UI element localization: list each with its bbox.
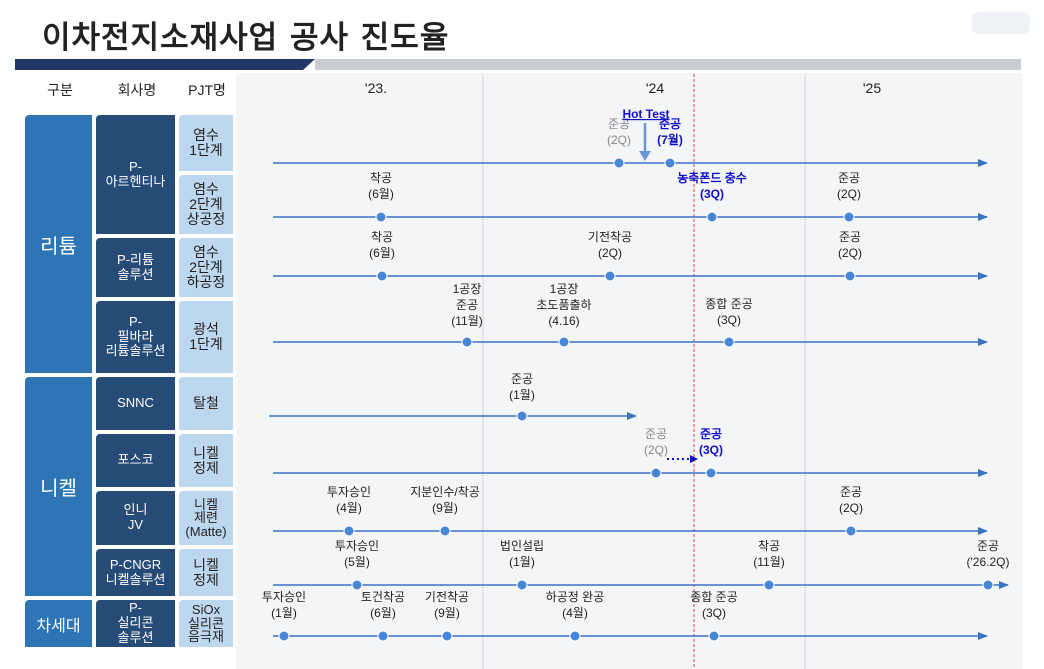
milestone-dot [516,579,528,591]
company-p-silicon: P- 실리콘 솔루션 [96,600,175,647]
hot-test-arrowhead [639,151,651,161]
milestone-dot [708,630,720,642]
milestone-label: 준공 (3Q) [699,427,723,457]
project-siox-anode: SiOx 실리콘 음극재 [179,600,233,647]
milestone-label: 준공 ('26.2Q) [967,539,1010,569]
company-posco: 포스코 [96,434,175,487]
year-2023: '23. [364,80,388,96]
project-nickel-refining-cngr: 니켈 정제 [179,549,233,596]
project-brine-1: 염수 1단계 [179,115,233,171]
milestone-dot [664,157,676,169]
milestone-label: 농축폰드 충수 (3Q) [677,170,747,201]
project-iron-removal: 탈철 [179,377,233,430]
milestone-label: 1공장 준공 (11월) [451,282,483,328]
milestone-dot [516,410,528,422]
group-nickel: 니켈 [25,377,92,596]
milestone-label: 준공 (1월) [509,372,535,402]
header-company: 회사명 [117,82,157,98]
company-indonesia-jv: 인니 JV [96,491,175,545]
timeline-area [236,73,1022,669]
project-brine-2-upper: 염수 2단계 상공정 [179,175,233,234]
milestone-label: 준공 (2Q) [607,117,631,147]
milestone-dot [604,270,616,282]
milestone-dot [569,630,581,642]
company-p-argentina: P- 아르헨티나 [96,115,175,234]
milestone-dot [376,270,388,282]
milestone-dot [439,525,451,537]
milestone-label: 투자승인 (4월) [327,485,371,515]
company-p-lithium-solution: P-리튬 솔루션 [96,238,175,297]
header-category: 구분 [47,82,73,98]
milestone-dot [723,336,735,348]
milestone-label: 지분인수/착공 (9월) [410,485,480,515]
company-p-cngr: P-CNGR 니켈솔루션 [96,549,175,596]
milestone-dot [441,630,453,642]
milestone-label: 투자승인 (5월) [335,539,379,569]
milestone-label: 하공정 완공 (4월) [546,590,605,620]
milestone-label: 준공 (2Q) [644,427,668,457]
project-ore-1: 광석 1단계 [179,301,233,373]
milestone-label: 준공 (2Q) [839,485,863,515]
milestone-label: 투자승인 (1월) [262,590,306,620]
milestone-label: 기전착공 (2Q) [588,230,632,260]
group-next-gen: 차세대 [25,600,92,647]
milestone-dot [351,579,363,591]
header-project: PJT명 [188,82,226,98]
milestone-label: 종합 준공 (3Q) [690,590,738,620]
milestone-label: 법인설립 (1월) [500,539,544,569]
milestone-dot [558,336,570,348]
milestone-dot [763,579,775,591]
milestone-dot [278,630,290,642]
milestone-dot [375,211,387,223]
project-nickel-matte: 니켈 제련 (Matte) [179,491,233,545]
milestone-dot [982,579,994,591]
milestone-label: 기전착공 (9월) [425,590,469,620]
company-p-pilbara: P- 필바라 리튬솔루션 [96,301,175,373]
milestone-label: 토건착공 (6월) [361,590,405,620]
milestone-label: 준공 (2Q) [838,230,862,260]
year-2025: '25 [862,80,882,96]
milestone-label: 준공 (7월) [657,117,683,147]
project-brine-2-lower: 염수 2단계 하공정 [179,238,233,297]
milestone-label: 종합 준공 (3Q) [705,297,753,327]
company-snnc: SNNC [96,377,175,430]
hot-test-label: Hot Test [622,107,669,121]
milestone-dot [613,157,625,169]
milestone-dot [343,525,355,537]
milestone-label: 1공장 초도품출하 (4.16) [536,282,591,328]
milestone-dot [650,467,662,479]
title-underline [15,59,1021,70]
milestone-dot [461,336,473,348]
logo [972,12,1030,34]
milestone-label: 착공 (6월) [368,171,394,201]
milestone-dot [844,270,856,282]
milestone-label: 준공 (2Q) [837,171,861,201]
milestone-label: 착공 (6월) [369,230,395,260]
milestone-dot [705,467,717,479]
milestone-dot [377,630,389,642]
milestone-dot [706,211,718,223]
group-lithium: 리튬 [25,115,92,373]
year-2024: '24 [645,80,665,96]
project-nickel-refining: 니켈 정제 [179,434,233,487]
milestone-dot [845,525,857,537]
milestone-dot [843,211,855,223]
milestone-label: 착공 (11월) [753,539,785,569]
page-title: 이차전지소재사업 공사 진도율 [42,20,450,56]
